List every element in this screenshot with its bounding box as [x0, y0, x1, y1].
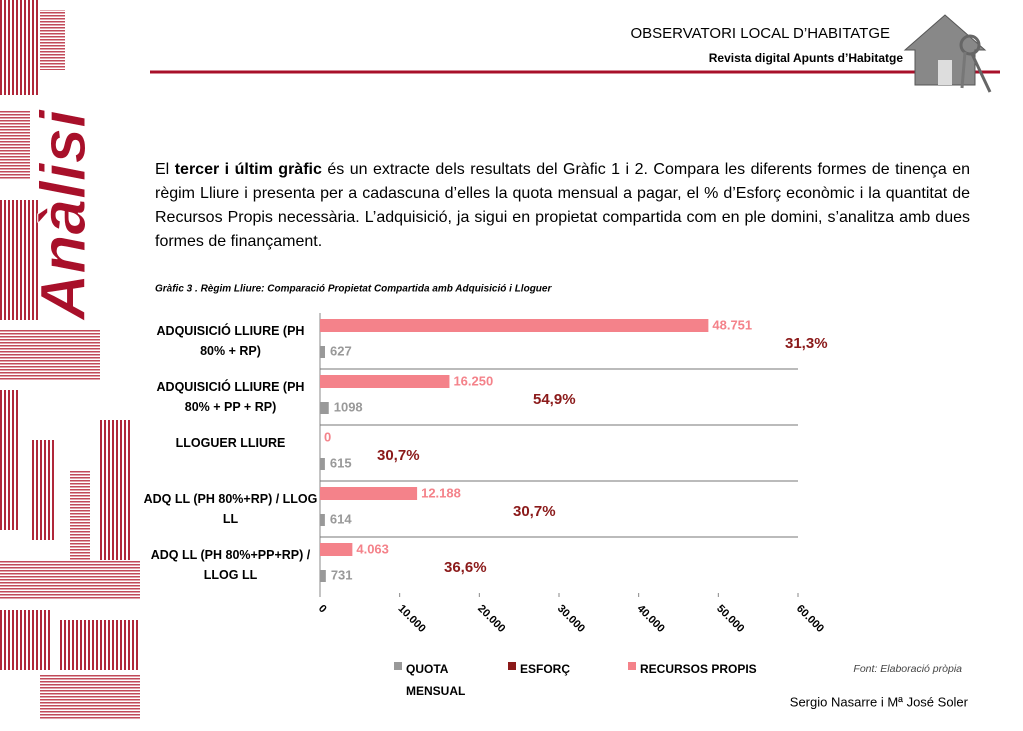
- side-label: Anàlisi: [27, 109, 99, 322]
- effort-label: 54,9%: [533, 391, 576, 408]
- bar: [320, 319, 709, 332]
- value-label: 0: [324, 429, 331, 444]
- house-icon: [903, 14, 992, 93]
- value-label: 615: [330, 455, 352, 470]
- category-label: ADQUISICIÓ LLIURE (PH 80% + RP): [156, 324, 305, 358]
- bar: [320, 375, 450, 388]
- value-label: 1098: [334, 399, 363, 414]
- effort-label: 31,3%: [785, 335, 828, 352]
- value-label: 48.751: [712, 317, 752, 332]
- bar: [320, 543, 353, 556]
- decoration: [0, 0, 140, 720]
- bar: [320, 458, 325, 470]
- value-label: 4.063: [356, 541, 389, 556]
- legend-label: RECURSOS PROPIS: [640, 662, 757, 676]
- bar: [320, 487, 418, 500]
- bar: [320, 570, 326, 582]
- legend-label: QUOTA MENSUAL: [406, 662, 466, 698]
- chart-title: Gràfic 3 . Règim Lliure: Comparació Prop…: [155, 284, 552, 295]
- category-label: ADQ LL (PH 80%+RP) / LLOG LL: [143, 492, 318, 526]
- value-label: 627: [330, 343, 352, 358]
- x-tick-label: 60.000: [794, 603, 826, 635]
- value-label: 16.250: [453, 373, 493, 388]
- legend-swatch: [394, 662, 402, 670]
- legend-swatch: [508, 662, 516, 670]
- x-tick-label: 10.000: [395, 603, 427, 635]
- x-tick-label: 20.000: [475, 603, 507, 635]
- author: Sergio Nasarre i Mª José Soler: [790, 694, 969, 709]
- source: Font: Elaboració pròpia: [853, 663, 962, 675]
- text: és un extracte dels resultats del Gràfic…: [155, 161, 971, 250]
- x-tick-label: 40.000: [634, 603, 666, 635]
- header-subtitle: Revista digital Apunts d’Habitatge: [709, 51, 904, 65]
- text-bold: tercer i últim gràfic: [174, 161, 322, 178]
- value-label: 12.188: [421, 485, 461, 500]
- x-tick-label: 50.000: [714, 603, 746, 635]
- text: El: [155, 161, 175, 178]
- value-label: 614: [330, 511, 352, 526]
- effort-label: 30,7%: [377, 447, 420, 464]
- effort-label: 36,6%: [444, 559, 487, 576]
- bar: [320, 402, 329, 414]
- legend-label: ESFORÇ: [520, 662, 571, 676]
- x-tick-label: 30.000: [555, 603, 587, 635]
- category-label: LLOGUER LLIURE: [175, 436, 286, 450]
- paragraph: El tercer i últim gràfic és un extracte …: [155, 158, 970, 254]
- chart: 0 10.000 20.000 30.000 40.000 50.000 60.000 48.…: [316, 313, 828, 670]
- bar: [320, 346, 325, 358]
- value-label: 731: [331, 567, 353, 582]
- header-title: OBSERVATORI LOCAL D’HABITATGE: [630, 25, 890, 42]
- effort-label: 30,7%: [513, 503, 556, 520]
- category-label: ADQ LL (PH 80%+PP+RP) / LLOG LL: [150, 548, 311, 582]
- legend-swatch: [628, 662, 636, 670]
- bar: [320, 514, 325, 526]
- x-tick-label: 0: [316, 603, 329, 616]
- category-label: ADQUISICIÓ LLIURE (PH 80% + PP + RP): [156, 380, 305, 414]
